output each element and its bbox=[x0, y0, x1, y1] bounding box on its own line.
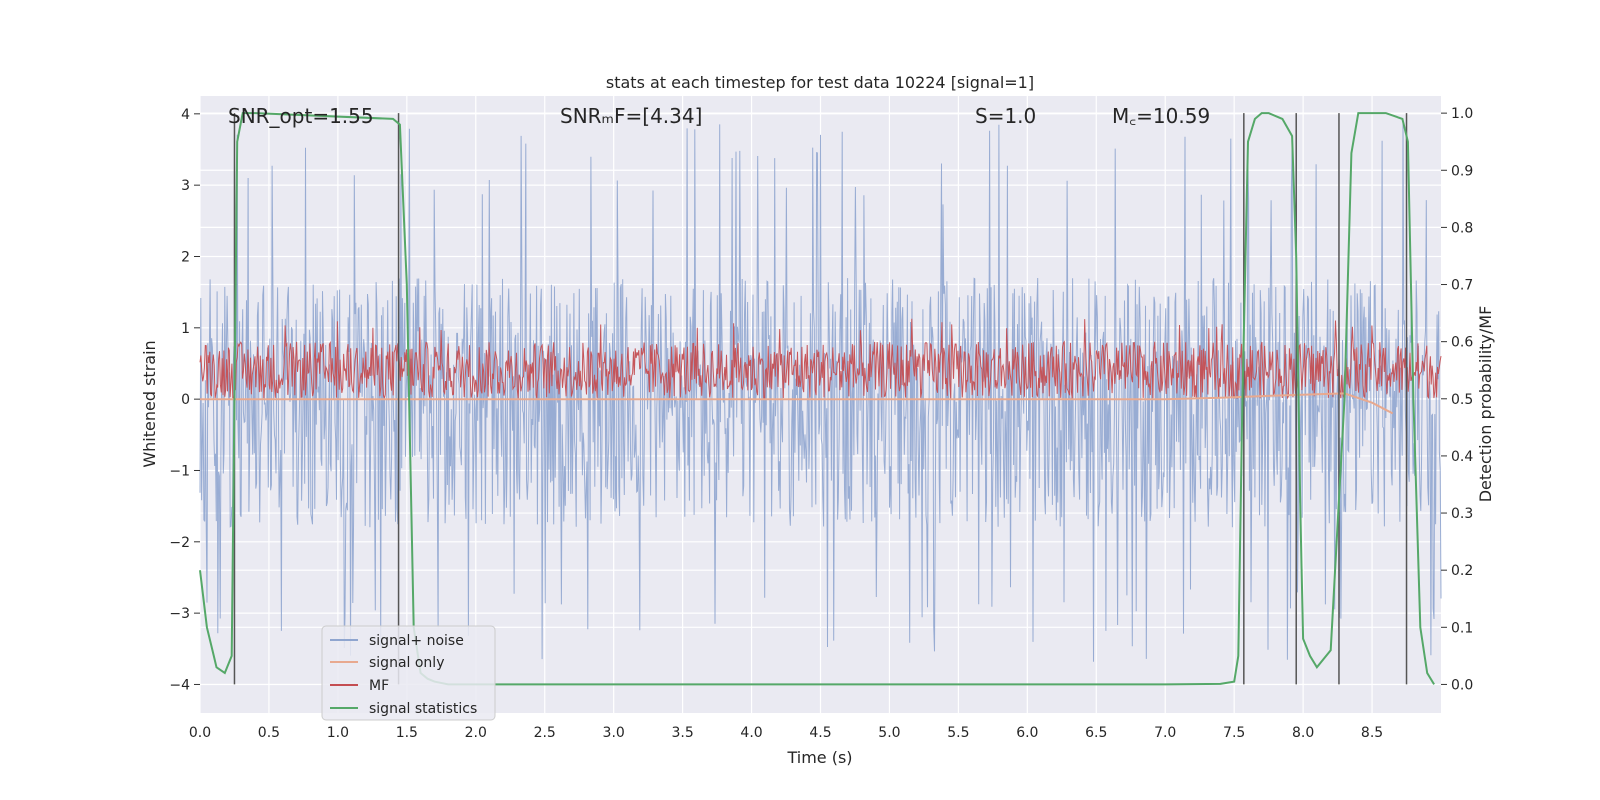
y-tick-label-left: 4 bbox=[181, 107, 190, 123]
y-tick-label-left: −2 bbox=[169, 535, 190, 551]
legend: signal+ noise signal only MF signal stat… bbox=[321, 625, 496, 721]
chart-title: stats at each timestep for test data 102… bbox=[606, 73, 1034, 92]
y-axis-label-right: Detection probability/MF bbox=[1476, 306, 1495, 503]
signal-statistics-line bbox=[199, 112, 1435, 686]
legend-label-mf: MF bbox=[369, 678, 389, 694]
x-tick-label: 5.0 bbox=[878, 725, 900, 741]
y-tick-label-left: 1 bbox=[181, 321, 190, 337]
y-axis-label-left: Whitened strain bbox=[140, 340, 159, 467]
annotation-s: S=1.0 bbox=[975, 104, 1036, 128]
signal-statistics-series bbox=[199, 112, 1435, 686]
x-tick-label: 6.0 bbox=[1016, 725, 1038, 741]
grid bbox=[199, 96, 1441, 713]
x-tick-label: 1.5 bbox=[396, 725, 418, 741]
y-tick-label-right: 0.4 bbox=[1451, 449, 1473, 465]
x-tick-label: 0.0 bbox=[189, 725, 211, 741]
annotation-snr-opt: SNR_opt=1.55 bbox=[228, 104, 374, 128]
x-tick-label: 4.0 bbox=[740, 725, 762, 741]
ticks: 0.0 0.5 1.0 1.5 2.0 2.5 3.0 3.5 4.0 4.5 5.0 5.5 6.0 6… bbox=[169, 106, 1473, 741]
y-tick-label-right: 0.9 bbox=[1451, 163, 1473, 179]
y-tick-label-right: 0.8 bbox=[1451, 220, 1473, 236]
y-tick-label-right: 0.7 bbox=[1451, 278, 1473, 294]
x-tick-label: 2.0 bbox=[465, 725, 487, 741]
x-tick-label: 5.5 bbox=[947, 725, 969, 741]
legend-label-signal-noise: signal+ noise bbox=[369, 633, 464, 649]
x-tick-label: 4.5 bbox=[809, 725, 831, 741]
signal-only-line bbox=[200, 392, 1394, 415]
x-tick-label: 7.0 bbox=[1154, 725, 1176, 741]
y-tick-label-left: −3 bbox=[169, 606, 190, 622]
y-tick-label-right: 0.0 bbox=[1451, 677, 1473, 693]
legend-label-signal-only: signal only bbox=[369, 655, 444, 671]
x-tick-label: 8.0 bbox=[1292, 725, 1314, 741]
legend-box bbox=[321, 625, 496, 721]
x-tick-label: 3.0 bbox=[603, 725, 625, 741]
y-tick-label-right: 0.6 bbox=[1451, 335, 1473, 351]
y-tick-label-left: 2 bbox=[181, 249, 190, 265]
legend-label-signal-statistics: signal statistics bbox=[369, 701, 477, 717]
x-tick-label: 6.5 bbox=[1085, 725, 1107, 741]
x-axis-label: Time (s) bbox=[786, 748, 852, 767]
y-tick-label-left: 0 bbox=[181, 392, 190, 408]
annotation-mc: M꜀=10.59 bbox=[1112, 104, 1210, 128]
y-tick-label-left: −1 bbox=[169, 463, 190, 479]
y-tick-label-right: 1.0 bbox=[1451, 106, 1473, 122]
x-tick-label: 7.5 bbox=[1223, 725, 1245, 741]
x-tick-label: 0.5 bbox=[258, 725, 280, 741]
signal-only-series bbox=[200, 392, 1394, 415]
y-tick-label-left: 3 bbox=[181, 178, 190, 194]
y-tick-label-right: 0.5 bbox=[1451, 392, 1473, 408]
y-tick-label-right: 0.1 bbox=[1451, 620, 1473, 636]
annotation-snr-mf: SNRₘF=[4.34] bbox=[560, 104, 702, 128]
x-tick-label: 2.5 bbox=[534, 725, 556, 741]
x-tick-label: 1.0 bbox=[327, 725, 349, 741]
y-tick-label-right: 0.3 bbox=[1451, 506, 1473, 522]
x-tick-label: 3.5 bbox=[671, 725, 693, 741]
x-tick-label: 8.5 bbox=[1361, 725, 1383, 741]
y-tick-label-right: 0.2 bbox=[1451, 563, 1473, 579]
y-tick-label-left: −4 bbox=[169, 677, 190, 693]
